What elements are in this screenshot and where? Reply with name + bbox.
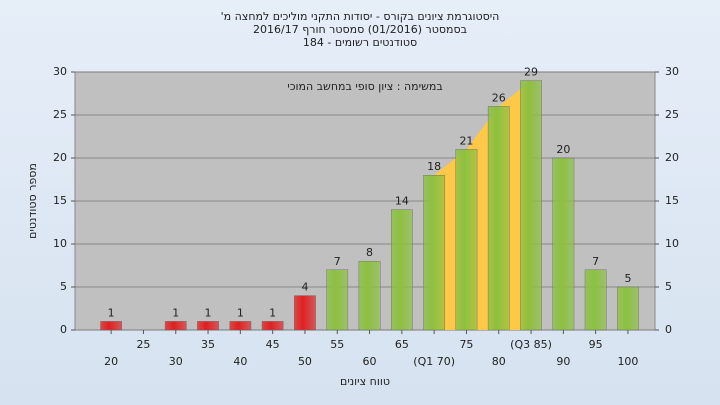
x-tick-label: 65 bbox=[395, 338, 409, 351]
y-tick-label: 0 bbox=[60, 323, 67, 336]
y2-tick-label: 20 bbox=[665, 151, 679, 164]
value-label: 18 bbox=[427, 160, 441, 173]
x-tick-label: 100 bbox=[617, 355, 638, 368]
y-axis-label: מספר סטודנטים bbox=[26, 163, 39, 239]
value-label: 4 bbox=[301, 281, 308, 294]
bar bbox=[326, 269, 349, 331]
value-label: 20 bbox=[556, 143, 570, 156]
x-tick-label: 45 bbox=[266, 338, 280, 351]
x-tick-label: 90 bbox=[556, 355, 570, 368]
value-label: 7 bbox=[592, 255, 599, 268]
x-tick-label: 40 bbox=[233, 355, 247, 368]
bar bbox=[423, 174, 446, 331]
bar bbox=[261, 321, 284, 331]
x-tick-label: 30 bbox=[169, 355, 183, 368]
bar bbox=[229, 321, 252, 331]
x-tick-label: 80 bbox=[492, 355, 506, 368]
bar bbox=[358, 261, 381, 331]
value-label: 5 bbox=[624, 272, 631, 285]
x-tick-label: 75 bbox=[459, 338, 473, 351]
x-tick-label: 50 bbox=[298, 355, 312, 368]
y-tick-label: 30 bbox=[53, 65, 67, 78]
x-tick-label: 55 bbox=[330, 338, 344, 351]
x-axis-label: טווח ציונים bbox=[340, 375, 390, 388]
y2-tick-label: 5 bbox=[665, 280, 672, 293]
y2-tick-label: 15 bbox=[665, 194, 679, 207]
y2-tick-label: 10 bbox=[665, 237, 679, 250]
bar bbox=[197, 321, 219, 331]
chart-title: היסטוגרמת ציונים בקורס - יסודות התקני מו… bbox=[221, 10, 500, 23]
value-label: 7 bbox=[334, 255, 341, 268]
y2-tick-label: 0 bbox=[665, 323, 672, 336]
bar bbox=[617, 286, 639, 331]
annotation: במשימה : ציון סופי במחשב המוכי bbox=[287, 80, 442, 93]
x-tick-label: 95 bbox=[589, 338, 603, 351]
value-label: 1 bbox=[269, 306, 276, 319]
value-label: 21 bbox=[459, 134, 473, 147]
value-label: 1 bbox=[237, 306, 244, 319]
bar bbox=[164, 321, 187, 331]
bar bbox=[455, 149, 478, 331]
bar bbox=[584, 269, 607, 331]
x-tick-label: 60 bbox=[363, 355, 377, 368]
y2-tick-label: 30 bbox=[665, 65, 679, 78]
subtitle: סטודנטים רשומים - 184 bbox=[303, 36, 417, 49]
y-tick-label: 10 bbox=[53, 237, 67, 250]
value-label: 1 bbox=[172, 306, 179, 319]
bar bbox=[390, 209, 413, 331]
x-tick-label: (Q1 70) bbox=[413, 355, 455, 368]
subtitle: בסמסטר (01/2016) סמסטר חורף 2016/17 bbox=[253, 23, 467, 36]
x-tick-label: 35 bbox=[201, 338, 215, 351]
x-tick-label: 25 bbox=[136, 338, 150, 351]
value-label: 1 bbox=[205, 306, 212, 319]
bar bbox=[552, 157, 575, 331]
y-tick-label: 15 bbox=[53, 194, 67, 207]
bar bbox=[294, 295, 316, 331]
bar bbox=[100, 321, 123, 331]
value-label: 1 bbox=[108, 306, 115, 319]
value-label: 29 bbox=[524, 66, 538, 79]
y-tick-label: 5 bbox=[60, 280, 67, 293]
bar bbox=[487, 106, 510, 331]
x-tick-label: (Q3 85) bbox=[510, 338, 552, 351]
y-tick-label: 25 bbox=[53, 108, 67, 121]
y2-tick-label: 25 bbox=[665, 108, 679, 121]
y-tick-label: 20 bbox=[53, 151, 67, 164]
value-label: 14 bbox=[395, 195, 409, 208]
x-tick-label: 20 bbox=[104, 355, 118, 368]
value-label: 8 bbox=[366, 246, 373, 259]
value-label: 26 bbox=[492, 91, 506, 104]
bar bbox=[520, 80, 542, 331]
